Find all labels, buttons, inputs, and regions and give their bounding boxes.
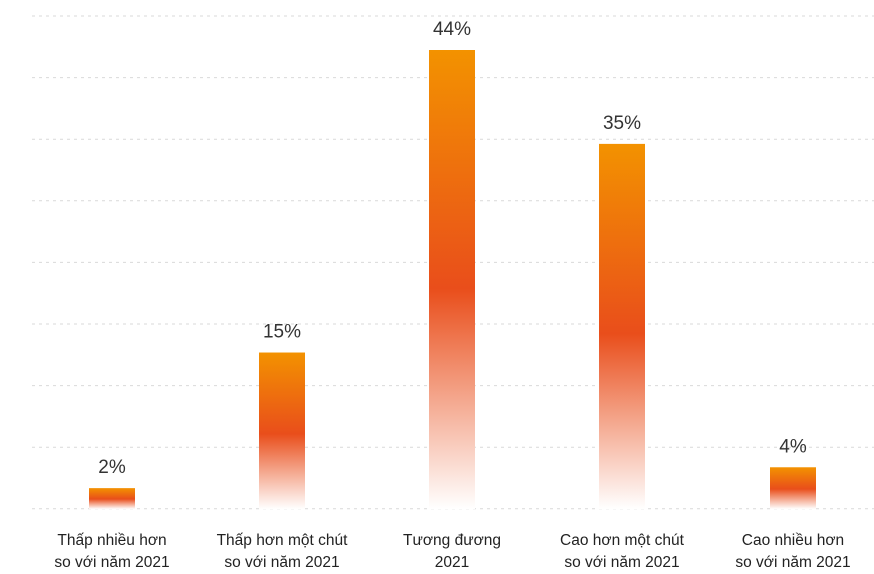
data-label: 35% [603, 113, 641, 134]
bar [770, 467, 816, 509]
category-label: Thấp hơn một chút [217, 532, 348, 549]
data-label: 2% [98, 457, 126, 478]
category-label: 2021 [435, 554, 469, 571]
category-label: Cao hơn một chút [560, 532, 685, 549]
bar [429, 50, 475, 509]
bars [89, 50, 816, 510]
category-labels: Thấp nhiều hơn so với năm 2021 Thấp hơn mộ… [54, 532, 850, 571]
bar [599, 143, 645, 510]
data-label: 15% [263, 322, 301, 343]
category-label: Thấp nhiều hơn [57, 532, 166, 549]
data-label: 4% [779, 436, 807, 457]
category-label: Cao nhiều hơn [742, 532, 844, 549]
category-label: so với năm 2021 [564, 554, 679, 571]
value-labels: 2% 15% 44% 35% 4% [98, 19, 807, 478]
category-label: so với năm 2021 [54, 554, 169, 571]
bar [89, 488, 135, 509]
bar [259, 352, 305, 509]
category-label: so với năm 2021 [224, 554, 339, 571]
category-label: Tương đương [403, 532, 501, 549]
category-label: so với năm 2021 [735, 554, 850, 571]
data-label: 44% [433, 19, 471, 40]
